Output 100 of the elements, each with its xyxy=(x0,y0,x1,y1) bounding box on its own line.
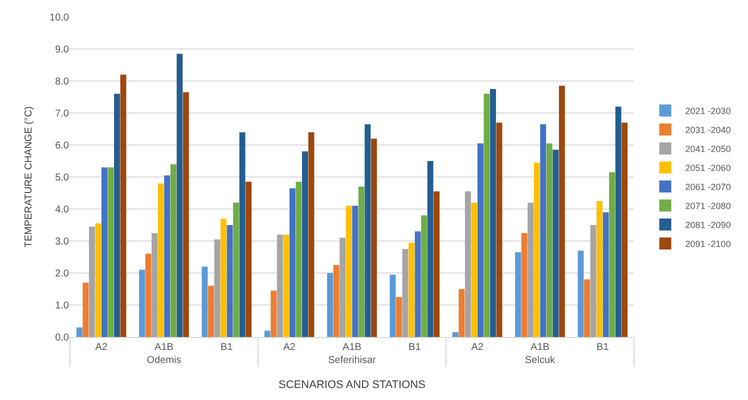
bar xyxy=(108,167,114,337)
x-tick-label: A2 xyxy=(471,342,484,353)
bar xyxy=(164,175,170,337)
bar xyxy=(609,172,616,337)
bar xyxy=(622,122,628,337)
bar xyxy=(208,286,214,337)
bar xyxy=(333,265,340,337)
bar xyxy=(578,250,584,337)
bar xyxy=(76,327,82,337)
text: Selcuk xyxy=(524,355,556,366)
bar xyxy=(176,54,183,337)
y-tick-label: 3.0 xyxy=(55,236,70,248)
bar xyxy=(88,226,95,337)
bar xyxy=(421,215,428,337)
x-tick-label: A2 xyxy=(283,342,296,353)
bar xyxy=(302,151,308,337)
bar xyxy=(283,234,290,337)
y-tick-label: 5.0 xyxy=(55,172,70,184)
bar xyxy=(82,282,89,337)
bar xyxy=(427,161,434,337)
x-tick-label: B1 xyxy=(220,342,234,353)
bar xyxy=(596,201,603,337)
bar xyxy=(182,92,189,337)
bar xyxy=(396,297,402,337)
bar xyxy=(246,182,252,337)
legend-label: 2031 -2040 xyxy=(685,125,731,136)
bar xyxy=(139,270,146,337)
bar xyxy=(233,202,240,337)
bar xyxy=(521,233,528,337)
bar xyxy=(515,252,522,337)
bar xyxy=(408,242,415,337)
bar xyxy=(214,239,220,337)
legend-label: 2081 -2090 xyxy=(685,220,731,230)
y-axis-title: TEMPERATURE CHANGE (°C) xyxy=(24,106,35,248)
bar xyxy=(546,143,552,337)
y-tick-label: 4.0 xyxy=(55,204,70,216)
x-tick-label: B1 xyxy=(408,342,422,353)
bar xyxy=(558,86,565,337)
bar xyxy=(615,106,622,337)
y-tick-label: 2.0 xyxy=(55,268,70,280)
legend-label: 2051 -2060 xyxy=(685,163,731,174)
bar xyxy=(364,124,371,337)
y-tick-label: 10.0 xyxy=(50,12,70,24)
legend-label: 2071 -2080 xyxy=(685,201,731,212)
bar xyxy=(346,206,352,337)
text: Seferihisar xyxy=(328,355,377,366)
bar xyxy=(358,186,364,337)
x-tick-label: A1B xyxy=(342,342,362,353)
bar xyxy=(602,212,609,337)
bar xyxy=(220,218,227,337)
bar xyxy=(528,202,534,337)
legend-label: 2021 -2030 xyxy=(685,106,731,116)
bar xyxy=(239,132,246,337)
bar xyxy=(370,138,377,337)
x-axis-title: SCENARIOS AND STATIONS xyxy=(278,379,426,392)
bar xyxy=(226,225,233,337)
x-tick-label: A1B xyxy=(154,342,174,353)
bar xyxy=(414,231,421,337)
bar xyxy=(452,332,458,337)
bar xyxy=(552,150,559,337)
bar xyxy=(458,289,465,337)
y-tick-label: 9.0 xyxy=(55,44,70,56)
legend-label: 2041 -2050 xyxy=(685,144,731,154)
x-tick-label: A2 xyxy=(95,342,108,353)
bar xyxy=(352,206,358,337)
y-tick-label: 8.0 xyxy=(55,76,70,88)
bar xyxy=(434,191,440,337)
legend-label: 2091 -2100 xyxy=(685,239,731,250)
bar xyxy=(471,202,478,337)
bar xyxy=(120,74,126,337)
bar xyxy=(114,94,120,337)
text: Odemis xyxy=(146,355,182,366)
y-tick-label: 0.0 xyxy=(55,332,70,344)
bar xyxy=(590,225,596,337)
x-tick-label: B1 xyxy=(596,342,610,353)
bar xyxy=(496,122,502,337)
bar xyxy=(327,273,334,337)
bar xyxy=(95,223,102,337)
bar xyxy=(276,234,283,337)
y-tick-label: 1.0 xyxy=(55,300,70,312)
bar xyxy=(170,164,176,337)
bar xyxy=(101,167,108,337)
bar xyxy=(158,183,164,337)
bar xyxy=(477,143,484,337)
x-tick-label: A1B xyxy=(530,342,550,353)
legend-label: 2061 -2070 xyxy=(685,182,731,192)
y-tick-label: 6.0 xyxy=(55,140,70,152)
bar xyxy=(340,238,346,337)
bar xyxy=(296,182,302,337)
bar xyxy=(202,266,208,337)
bar xyxy=(540,124,546,337)
bar xyxy=(390,274,396,337)
bar xyxy=(308,132,314,337)
bar xyxy=(490,89,496,337)
bar xyxy=(145,254,152,337)
y-tick-label: 7.0 xyxy=(55,108,70,120)
bar xyxy=(289,188,296,337)
bar xyxy=(270,290,277,337)
bar xyxy=(484,94,490,337)
bar xyxy=(152,233,158,337)
